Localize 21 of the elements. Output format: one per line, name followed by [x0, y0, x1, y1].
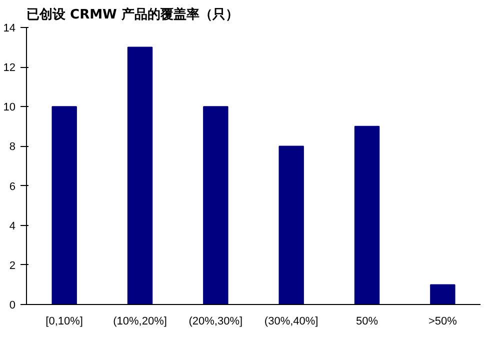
bar: [52, 106, 77, 304]
x-tick-label: 50%: [356, 316, 378, 328]
y-tick-label: 6: [9, 180, 16, 193]
y-tick-label: 10: [3, 102, 16, 114]
bar: [430, 284, 456, 304]
x-tick-label: [0,10%]: [46, 316, 83, 328]
bar: [278, 146, 304, 304]
x-tick-label: (20%,30%]: [188, 316, 243, 328]
y-tick-label: 12: [3, 62, 16, 74]
y-tick-label: 4: [9, 220, 16, 232]
x-tick-label: >50%: [428, 316, 458, 328]
bar: [354, 126, 380, 304]
chart-title: 已创设 CRMW 产品的覆盖率（只）: [26, 6, 238, 22]
y-tick-label: 14: [3, 22, 16, 34]
bar: [127, 46, 153, 304]
y-tick-label: 8: [9, 141, 16, 154]
bar: [203, 106, 228, 304]
x-tick-label: (10%,20%]: [113, 316, 167, 328]
y-tick-label: 2: [9, 260, 16, 272]
y-tick-label: 0: [9, 300, 16, 312]
x-tick-label: (30%,40%]: [264, 316, 318, 328]
